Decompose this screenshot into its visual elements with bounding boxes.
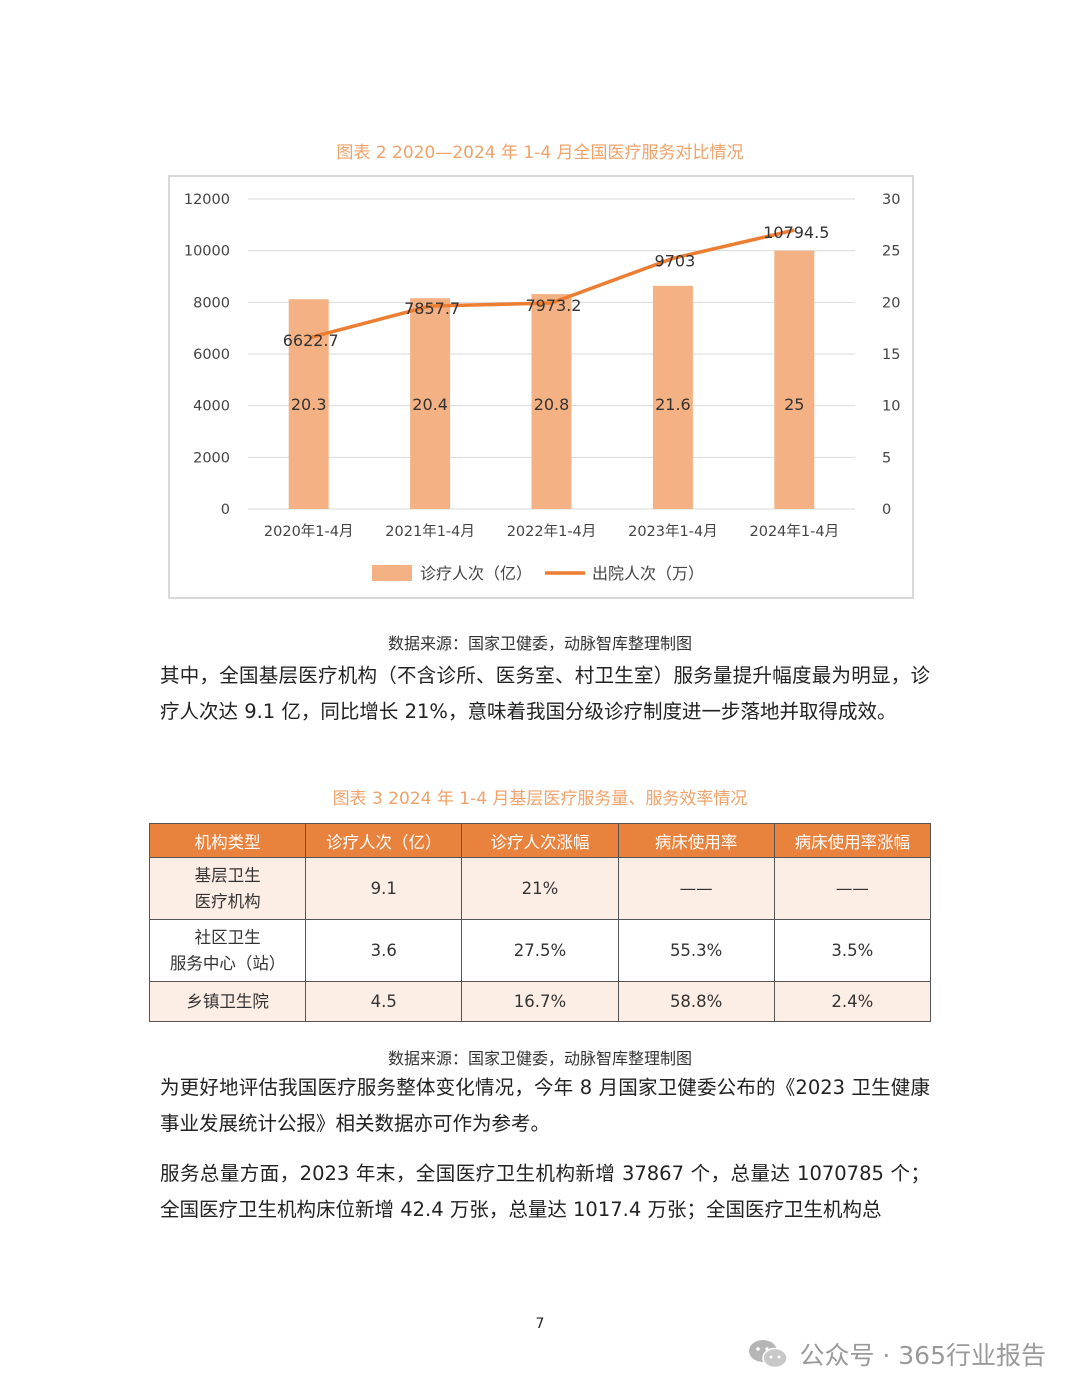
x-tick-label: 2022年1-4月 — [507, 523, 597, 540]
x-tick-label: 2020年1-4月 — [264, 523, 354, 540]
paragraph-1: 其中，全国基层医疗机构（不含诊所、医务室、村卫生室）服务量提升幅度最为明显，诊疗… — [160, 664, 930, 723]
bar-data-label: 21.6 — [655, 395, 691, 414]
cell-visits: 4.5 — [305, 981, 463, 1022]
paragraph-2: 为更好地评估我国医疗服务整体变化情况，今年 8 月国家卫健委公布的《2023 卫… — [160, 1076, 930, 1135]
bar-data-label: 25 — [784, 395, 804, 414]
bar-data-label: 20.8 — [534, 395, 570, 414]
y-left-tick-label: 12000 — [184, 192, 230, 208]
cell-type: 基层卫生 医疗机构 — [148, 857, 307, 920]
header-visits-growth: 诊疗人次涨幅 — [461, 823, 619, 858]
chart-frame: 0 2000 4000 6000 8000 10000 12000 0 5 10 15 20 25 30 2… — [168, 175, 914, 599]
y-left-tick-label: 0 — [221, 502, 230, 518]
table-row: 基层卫生医疗机构 9.1 21% —— —— — [148, 857, 932, 920]
legend-line-label: 出院人次（万） — [592, 564, 704, 583]
y-right-tick-label: 5 — [882, 450, 891, 466]
bar — [531, 294, 572, 509]
watermark: 公众号 · 365行业报告 — [747, 1336, 1046, 1372]
cell-visits-growth: 27.5% — [461, 919, 619, 982]
table-header-row: 机构类型 诊疗人次（亿） 诊疗人次涨幅 病床使用率 病床使用率涨幅 — [148, 823, 932, 858]
cell-bed-rate: —— — [617, 857, 775, 920]
cell-type-line2: 服务中心（站） — [169, 953, 286, 973]
legend-bar-label: 诊疗人次（亿） — [420, 564, 532, 583]
x-tick-label: 2021年1-4月 — [385, 523, 475, 540]
header-type: 机构类型 — [148, 823, 307, 858]
table-3-caption: 图表 3 2024 年 1-4 月基层医疗服务量、服务效率情况 — [332, 789, 748, 809]
watermark-text: 公众号 · 365行业报告 — [799, 1341, 1046, 1370]
bar-data-label: 20.3 — [291, 395, 327, 414]
cell-bed-rate: 55.3% — [617, 919, 775, 982]
cell-type: 乡镇卫生院 — [148, 981, 307, 1022]
y-right-tick-label: 0 — [882, 502, 891, 518]
bar — [652, 285, 693, 509]
line-data-label: 9703 — [655, 251, 696, 270]
line-data-label: 6622.7 — [283, 331, 339, 350]
cell-bed-rate-growth: 3.5% — [773, 919, 932, 982]
cell-bed-rate-growth: —— — [773, 857, 932, 920]
cell-bed-rate-growth: 2.4% — [773, 981, 932, 1022]
y-right-tick-label: 25 — [882, 244, 900, 260]
cell-visits-growth: 16.7% — [461, 981, 619, 1022]
cell-visits: 9.1 — [305, 857, 463, 920]
bar — [774, 250, 815, 509]
line-data-label: 10794.5 — [763, 223, 829, 242]
cell-visits-growth: 21% — [461, 857, 619, 920]
cell-type-line1: 社区卫生 — [194, 927, 261, 947]
y-right-tick-label: 10 — [882, 399, 900, 415]
combo-chart: 0 2000 4000 6000 8000 10000 12000 0 5 10 15 20 25 30 2… — [184, 192, 901, 583]
y-right-tick-label: 20 — [882, 295, 900, 311]
header-bed-rate-growth: 病床使用率涨幅 — [773, 823, 932, 858]
figure-2-caption: 图表 2 2020—2024 年 1-4 月全国医疗服务对比情况 — [336, 143, 744, 163]
figure-2-source: 数据来源：国家卫健委，动脉智库整理制图 — [387, 634, 692, 653]
y-left-tick-label: 4000 — [193, 399, 230, 415]
line-series — [308, 228, 795, 340]
legend-bar-swatch — [372, 565, 412, 581]
x-tick-label: 2023年1-4月 — [628, 523, 718, 540]
x-tick-label: 2024年1-4月 — [750, 523, 840, 540]
cell-type-line2: 医疗机构 — [194, 891, 261, 911]
y-left-tick-label: 8000 — [193, 295, 230, 311]
cell-type-line1: 基层卫生 — [194, 865, 261, 885]
page-number: 7 — [535, 1316, 545, 1332]
y-left-tick-label: 10000 — [184, 244, 230, 260]
line-data-label: 7857.7 — [404, 299, 460, 318]
wechat-icon — [749, 1340, 789, 1369]
y-right-tick-label: 30 — [882, 192, 900, 208]
table-3-source: 数据来源：国家卫健委，动脉智库整理制图 — [387, 1049, 692, 1068]
service-table: 机构类型 诊疗人次（亿） 诊疗人次涨幅 病床使用率 病床使用率涨幅 基层卫生医疗… — [148, 823, 932, 1022]
cell-bed-rate: 58.8% — [617, 981, 775, 1022]
cell-type: 社区卫生服务中心（站） — [148, 919, 307, 982]
bar-data-label: 20.4 — [412, 395, 448, 414]
y-left-tick-label: 6000 — [193, 347, 230, 363]
header-visits: 诊疗人次（亿） — [305, 823, 463, 858]
bar — [410, 298, 451, 509]
cell-visits: 3.6 — [305, 919, 463, 982]
y-left-tick-label: 2000 — [193, 450, 230, 466]
paragraph-3: 服务总量方面，2023 年末，全国医疗卫生机构新增 37867 个，总量达 10… — [160, 1162, 930, 1221]
table-row: 社区卫生服务中心（站） 3.6 27.5% 55.3% 3.5% — [148, 919, 932, 982]
line-data-label: 7973.2 — [526, 296, 582, 315]
header-bed-rate: 病床使用率 — [617, 823, 775, 858]
table-row: 乡镇卫生院 4.5 16.7% 58.8% 2.4% — [148, 981, 932, 1022]
y-right-tick-label: 15 — [882, 347, 900, 363]
